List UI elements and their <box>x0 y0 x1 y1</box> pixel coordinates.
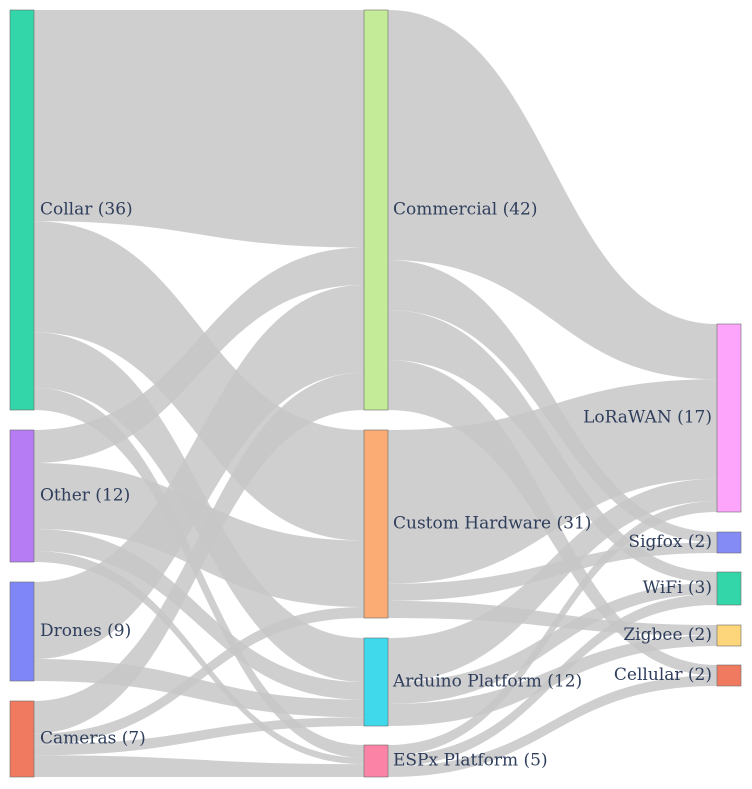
node-cameras[interactable] <box>9 700 35 778</box>
link-cameras-to-arduino[interactable] <box>34 717 364 756</box>
node-label-other: Other (12) <box>40 486 130 506</box>
link-cameras-to-custom[interactable] <box>34 606 364 745</box>
labels-layer: Collar (36) Other (12) Drones (9) Cameras (… <box>40 200 712 771</box>
link-cameras-to-commercial[interactable] <box>34 372 364 734</box>
link-other-to-commercial[interactable] <box>34 247 364 464</box>
link-arduino-to-lorawan[interactable] <box>388 478 717 682</box>
node-label-drones: Drones (9) <box>40 621 131 641</box>
node-drones[interactable] <box>9 581 35 682</box>
node-arduino[interactable] <box>363 637 389 727</box>
node-other[interactable] <box>9 429 35 563</box>
link-espx-to-wifi[interactable] <box>388 594 717 767</box>
link-commercial-to-lorawan[interactable] <box>388 10 717 380</box>
node-espx[interactable] <box>363 744 389 778</box>
node-label-espx: ESPx Platform (5) <box>393 751 548 771</box>
node-label-cellular: Cellular (2) <box>614 665 712 685</box>
link-collar-to-espx[interactable] <box>34 387 364 758</box>
node-lorawan[interactable] <box>716 323 742 513</box>
link-other-to-custom[interactable] <box>34 463 364 607</box>
node-zigbee[interactable] <box>716 624 742 647</box>
node-custom[interactable] <box>363 429 389 619</box>
node-commercial[interactable] <box>363 9 389 411</box>
link-custom-to-lorawan[interactable] <box>388 379 717 584</box>
node-label-wifi: WiFi (3) <box>643 578 712 598</box>
node-collar[interactable] <box>9 9 35 411</box>
nodes-layer <box>9 9 742 778</box>
node-label-custom: Custom Hardware (31) <box>393 514 591 534</box>
link-commercial-to-sigfox[interactable] <box>388 260 717 543</box>
node-label-arduino: Arduino Platform (12) <box>392 672 582 692</box>
link-drones-to-commercial[interactable] <box>34 285 364 659</box>
node-label-cameras: Cameras (7) <box>40 729 146 749</box>
link-espx-to-lorawan[interactable] <box>388 500 717 756</box>
links-layer <box>34 10 717 777</box>
link-espx-to-cellular[interactable] <box>388 675 717 778</box>
link-arduino-to-wifi[interactable] <box>388 583 717 704</box>
link-collar-to-commercial[interactable] <box>34 10 364 248</box>
node-label-commercial: Commercial (42) <box>393 200 538 220</box>
link-other-to-arduino[interactable] <box>34 529 364 700</box>
node-wifi[interactable] <box>716 571 742 606</box>
link-custom-to-zigbee[interactable] <box>388 600 717 636</box>
link-collar-to-custom[interactable] <box>34 221 364 541</box>
node-cellular[interactable] <box>716 664 742 687</box>
link-other-to-espx[interactable] <box>34 551 364 765</box>
node-label-lorawan: LoRaWAN (17) <box>583 408 712 428</box>
node-sigfox[interactable] <box>716 531 742 554</box>
node-label-sigfox: Sigfox (2) <box>628 532 712 552</box>
link-cameras-to-espx[interactable] <box>34 755 364 777</box>
node-label-collar: Collar (36) <box>40 200 133 220</box>
node-label-zigbee: Zigbee (2) <box>623 625 712 645</box>
